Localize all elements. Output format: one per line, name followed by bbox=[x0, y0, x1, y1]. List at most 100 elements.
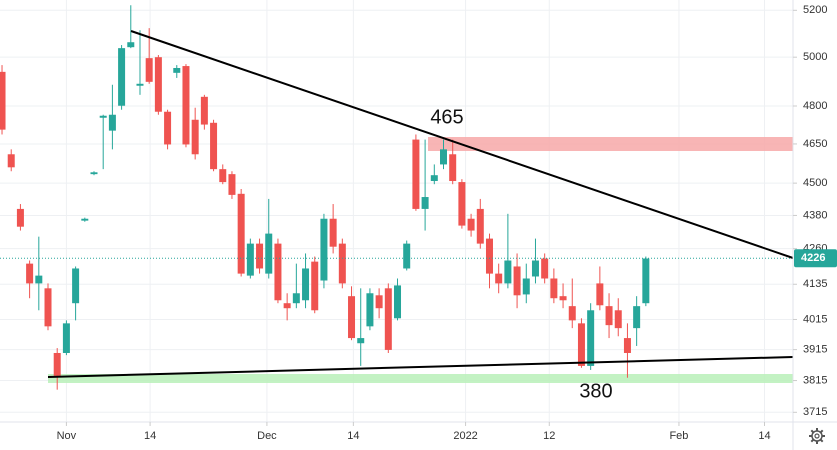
candle-body bbox=[430, 175, 438, 182]
axes: 5200500048004650450043804260413540153915… bbox=[57, 4, 837, 442]
candle-body bbox=[605, 306, 613, 326]
y-tick-label: 4135 bbox=[803, 278, 827, 290]
candle-body bbox=[118, 48, 126, 106]
y-tick-label: 3715 bbox=[803, 406, 827, 418]
candle-body bbox=[16, 208, 24, 227]
candle-body bbox=[587, 310, 595, 366]
candle-body bbox=[623, 338, 631, 353]
candle-body bbox=[550, 278, 558, 299]
x-tick-label: Nov bbox=[57, 430, 77, 442]
candle-body bbox=[246, 243, 254, 276]
candle-body bbox=[154, 57, 162, 112]
candle-body bbox=[338, 243, 346, 284]
candle-body bbox=[357, 338, 365, 344]
x-tick-label: 14 bbox=[758, 430, 770, 442]
y-tick-label: 4380 bbox=[803, 209, 827, 221]
support-zone bbox=[48, 374, 793, 383]
x-tick-label: Dec bbox=[257, 430, 277, 442]
candle-body bbox=[412, 139, 420, 209]
y-tick-label: 5000 bbox=[803, 51, 827, 63]
candle-body bbox=[348, 296, 356, 339]
candle-body bbox=[320, 218, 328, 281]
x-tick-label: 12 bbox=[543, 430, 555, 442]
candle-body bbox=[90, 172, 98, 175]
candle-body bbox=[99, 115, 107, 118]
y-tick-label: 3815 bbox=[803, 374, 827, 386]
candle-body bbox=[559, 296, 567, 301]
candle-body bbox=[513, 266, 521, 296]
candle-body bbox=[0, 71, 6, 130]
candle-body bbox=[642, 258, 650, 304]
resistance-zone bbox=[428, 137, 793, 151]
candle-body bbox=[394, 285, 402, 319]
annotation: 465 bbox=[430, 106, 463, 128]
candle-body bbox=[568, 306, 576, 321]
lower-trendline bbox=[47, 356, 794, 378]
candle-body bbox=[108, 114, 116, 131]
candle-body bbox=[375, 295, 383, 309]
candle-body bbox=[485, 238, 493, 274]
y-tick-label: 3915 bbox=[803, 344, 827, 356]
candle-body bbox=[541, 258, 549, 279]
candle-body bbox=[274, 243, 282, 301]
candle-body bbox=[476, 208, 484, 244]
candle-body bbox=[633, 306, 641, 329]
settings-icon[interactable] bbox=[809, 428, 825, 444]
candle-body bbox=[81, 218, 89, 221]
candle-body bbox=[495, 273, 503, 284]
candle-body bbox=[26, 263, 34, 284]
candle-body bbox=[329, 218, 337, 247]
upper-trendline bbox=[130, 30, 794, 259]
candle-body bbox=[504, 260, 512, 284]
candle-body bbox=[439, 149, 447, 165]
candle-body bbox=[182, 66, 190, 145]
candle-body bbox=[7, 154, 15, 168]
candle-body bbox=[283, 303, 291, 309]
y-tick-label: 5200 bbox=[803, 4, 827, 16]
candle-body bbox=[72, 268, 80, 304]
candle-body bbox=[522, 278, 530, 295]
y-tick-label: 4500 bbox=[803, 177, 827, 189]
y-tick-label: 4015 bbox=[803, 313, 827, 325]
candle-body bbox=[62, 323, 70, 353]
candle-body bbox=[265, 233, 273, 274]
candle-body bbox=[292, 293, 300, 304]
candle-body bbox=[173, 67, 181, 73]
candle-body bbox=[256, 243, 264, 269]
candle-body bbox=[210, 122, 218, 170]
candle-body bbox=[458, 182, 466, 226]
y-tick-label: 4800 bbox=[803, 100, 827, 112]
candle-body bbox=[449, 154, 457, 182]
candle-body bbox=[403, 243, 411, 269]
candle-body bbox=[44, 288, 52, 327]
annotation: 380 bbox=[579, 380, 612, 402]
x-tick-label: Feb bbox=[669, 430, 688, 442]
candle-body bbox=[311, 261, 319, 311]
candles bbox=[0, 5, 793, 390]
candle-body bbox=[200, 96, 208, 125]
candle-body bbox=[577, 323, 585, 366]
candle-body bbox=[53, 352, 61, 376]
x-tick-label: 2022 bbox=[453, 430, 477, 442]
candle-body bbox=[127, 42, 135, 48]
candle-body bbox=[596, 283, 604, 306]
candle-body bbox=[467, 218, 475, 231]
candle-body bbox=[302, 268, 310, 301]
candle-body bbox=[219, 169, 227, 183]
candle-body bbox=[531, 260, 539, 277]
candle-body bbox=[164, 111, 172, 145]
candle-body bbox=[237, 193, 245, 274]
candle-body bbox=[145, 58, 153, 82]
candle-body bbox=[228, 174, 236, 195]
candle-body bbox=[136, 83, 144, 86]
y-tick-label: 4650 bbox=[803, 138, 827, 150]
candle-body bbox=[421, 197, 429, 209]
x-tick-label: 14 bbox=[347, 430, 359, 442]
last-price-badge bbox=[794, 249, 837, 268]
x-tick-label: 14 bbox=[144, 430, 156, 442]
candle-body bbox=[614, 310, 622, 329]
candle-body bbox=[191, 119, 199, 155]
candle-body bbox=[384, 288, 392, 350]
last-price-label: 4226 bbox=[801, 252, 825, 264]
